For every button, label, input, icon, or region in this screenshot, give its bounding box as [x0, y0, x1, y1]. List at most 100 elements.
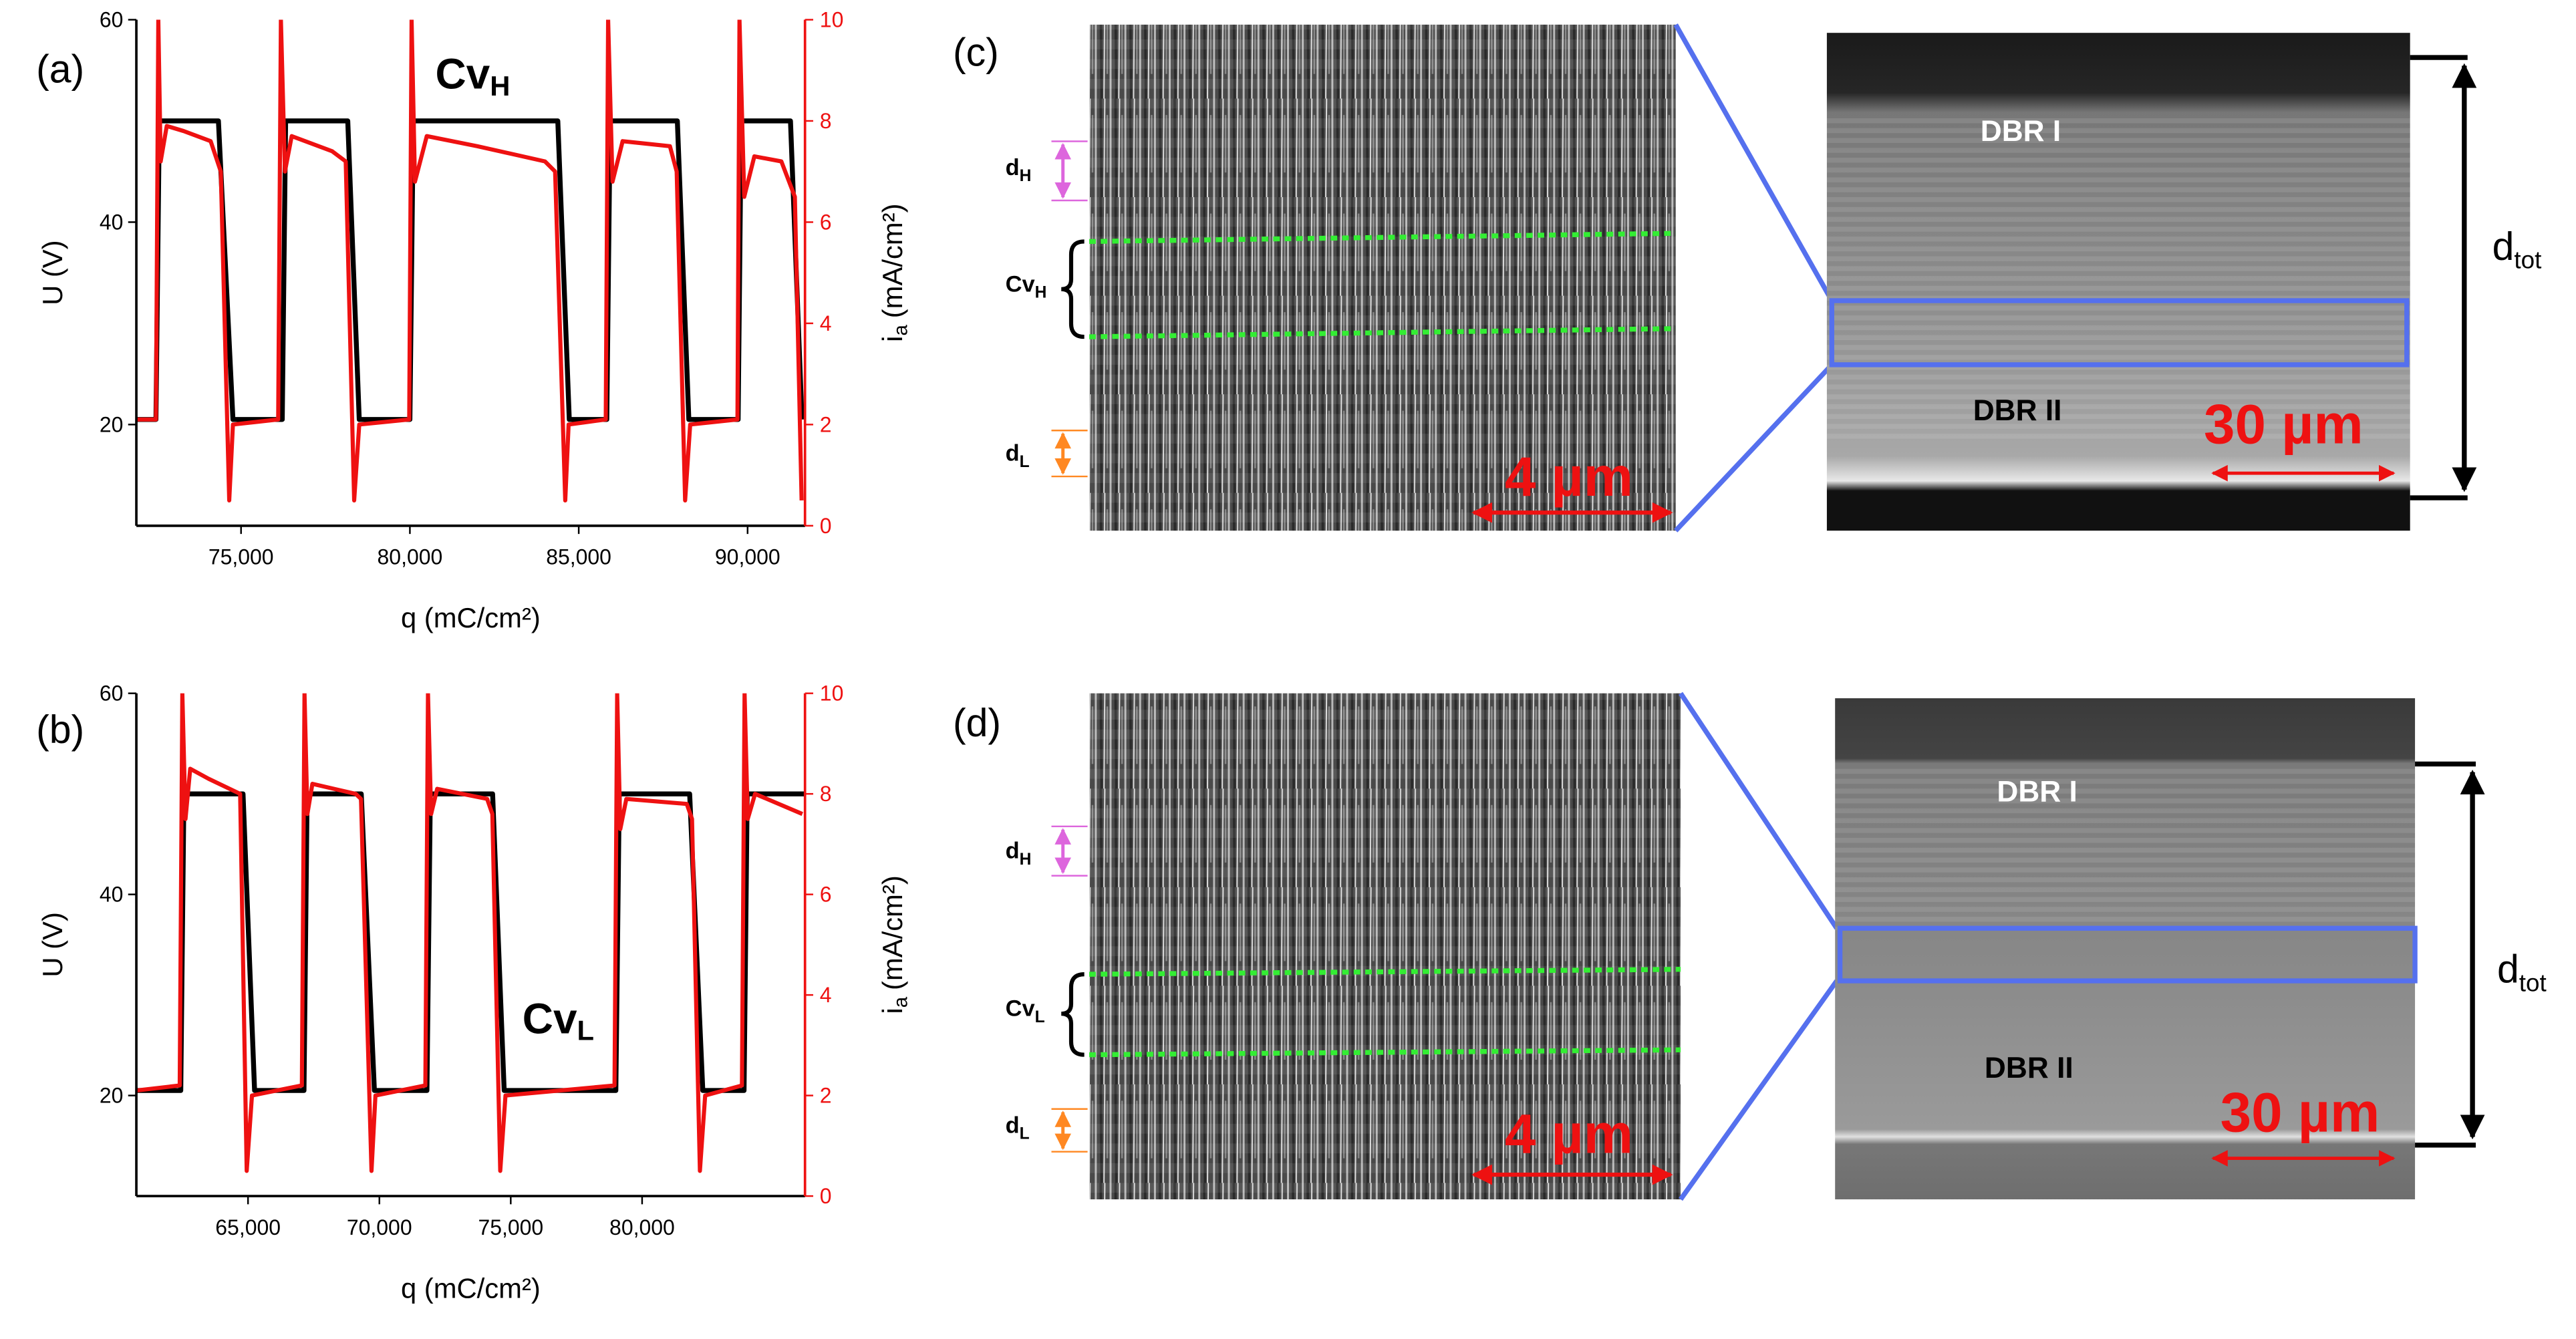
sem-texture: [1089, 693, 1681, 1199]
symbol: d: [2497, 947, 2519, 992]
subscript: L: [1020, 452, 1030, 470]
layer-label: dH: [1006, 839, 1032, 869]
zoom-line: [1679, 692, 1839, 930]
data-line: [136, 791, 805, 1093]
symbol: i: [876, 336, 907, 342]
total-thickness: dtot: [2492, 225, 2542, 273]
subscript: tot: [2514, 246, 2541, 273]
y2-tick-label: 10: [820, 682, 844, 706]
y2-tick-label: 8: [820, 782, 832, 806]
x-tick-label: 80,000: [609, 1215, 675, 1239]
layer-label: dH: [1006, 155, 1032, 185]
zoom-box: [1829, 298, 2410, 367]
layer-name: DBR I: [1997, 776, 2077, 808]
cavity-boundary: [1089, 231, 1676, 245]
panel-label: (d): [953, 701, 1001, 745]
y2-tick-label: 8: [820, 109, 832, 133]
symbol: Cv: [1006, 271, 1035, 297]
y2-tick-label: 0: [820, 1184, 832, 1208]
sem-texture: [1835, 765, 2416, 930]
subscript: L: [1035, 1008, 1045, 1026]
subscript: a: [889, 996, 911, 1008]
unit: (mA/cm²): [876, 204, 907, 319]
layer-name: DBR II: [1973, 394, 2062, 427]
subscript: H: [1020, 851, 1032, 869]
zoom-line: [1673, 23, 1834, 302]
layer-name: DBR I: [1981, 115, 2061, 148]
symbol: Cv: [436, 50, 490, 98]
data-line: [136, 693, 803, 1173]
zoom-box: [1837, 925, 2418, 984]
x-tick-label: 90,000: [715, 545, 780, 569]
subscript: H: [1035, 283, 1047, 301]
subscript: a: [889, 325, 911, 336]
symbol: d: [1006, 839, 1020, 864]
data-line: [136, 19, 804, 503]
panel-d: (d) dH CvL dL 4 µm DBR I DBR II 30 µm dt…: [953, 692, 2547, 1201]
symbol: i: [876, 1008, 907, 1014]
x-tick-label: 70,000: [347, 1215, 412, 1239]
subscript: H: [1020, 167, 1032, 185]
symbol: d: [1006, 441, 1020, 466]
subscript: L: [1020, 1125, 1030, 1143]
y-tick-label: 40: [100, 883, 124, 907]
symbol: d: [1006, 1112, 1020, 1138]
annotation: CvH: [436, 50, 511, 102]
brace: [1061, 239, 1085, 339]
subscript: L: [577, 1014, 595, 1046]
x-tick-label: 85,000: [546, 545, 611, 569]
cavity-boundary: [1089, 326, 1676, 339]
x-tick-label: 75,000: [478, 1215, 543, 1239]
y-tick-label: 20: [100, 1084, 124, 1108]
subscript: tot: [2519, 969, 2547, 996]
chart: (a) 20 40 60 0 2 4 6 8 10 75,000 80,000 85,000 90,000…: [36, 8, 911, 634]
symbol: d: [1006, 155, 1020, 180]
zoom-line: [1674, 363, 1834, 533]
y2-tick-label: 6: [820, 883, 832, 907]
y2-tick-label: 2: [820, 412, 832, 436]
y-tick-label: 40: [100, 210, 124, 234]
y2-axis-label: ia (mA/cm²): [876, 875, 911, 1014]
y-tick-label: 60: [100, 682, 124, 706]
chart: (b) 20 40 60 0 2 4 6 8 10 65,000 70,000 75,000 80,000…: [36, 682, 911, 1304]
annotation: CvL: [523, 995, 594, 1046]
panel-c: (c) dH CvH dL 4 µm DBR I DBR II 30 µm dt…: [953, 23, 2542, 533]
y2-tick-label: 2: [820, 1084, 832, 1108]
scale-bar-label: 4 µm: [1505, 1102, 1633, 1165]
layer-label: dL: [1006, 1112, 1030, 1143]
panel-label: (a): [36, 47, 84, 91]
layer-name: DBR II: [1985, 1052, 2073, 1084]
subscript: H: [490, 69, 510, 101]
y-tick-label: 20: [100, 412, 124, 436]
y2-axis-label: ia (mA/cm²): [876, 204, 911, 342]
scale-bar-label: 4 µm: [1505, 445, 1633, 508]
symbol: Cv: [1006, 996, 1035, 1022]
y2-tick-label: 4: [820, 983, 832, 1007]
unit: (mA/cm²): [876, 875, 907, 990]
x-tick-label: 80,000: [378, 545, 443, 569]
symbol: Cv: [523, 995, 577, 1043]
total-thickness: dtot: [2497, 947, 2547, 996]
sem-texture: [1826, 115, 2410, 444]
brace: [1061, 972, 1085, 1057]
y2-tick-label: 6: [820, 210, 832, 234]
sem-texture: [1089, 24, 1676, 531]
y-tick-label: 60: [100, 8, 124, 32]
x-tick-label: 75,000: [208, 545, 274, 569]
y2-tick-label: 0: [820, 514, 832, 538]
y2-tick-label: 10: [820, 8, 844, 32]
x-axis-label: q (mC/cm²): [401, 1272, 541, 1304]
cavity-label: CvL: [1006, 996, 1045, 1026]
y-axis-label: U (V): [37, 912, 68, 977]
x-tick-label: 65,000: [215, 1215, 281, 1239]
layer-label: dL: [1006, 441, 1030, 471]
y2-tick-label: 4: [820, 311, 832, 335]
scale-bar-label: 30 µm: [2204, 392, 2364, 455]
scale-bar-label: 30 µm: [2221, 1081, 2380, 1144]
symbol: d: [2492, 225, 2515, 269]
data-line: [136, 118, 805, 422]
y-axis-label: U (V): [37, 240, 68, 305]
x-axis-label: q (mC/cm²): [401, 602, 541, 633]
